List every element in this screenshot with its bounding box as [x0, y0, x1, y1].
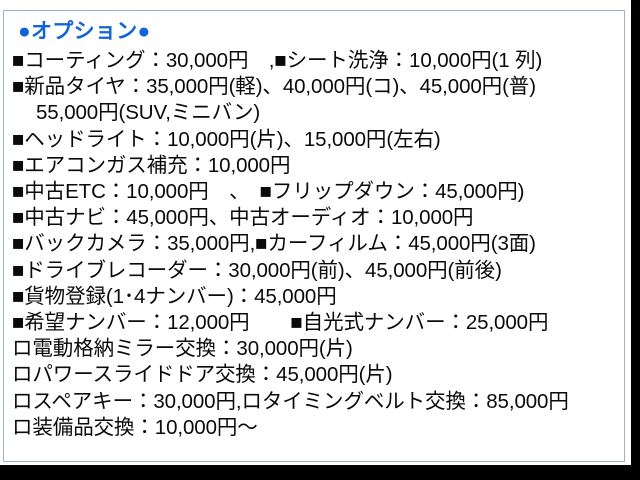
list-item: ■コーティング：30,000円 ,■シート洗浄：10,000円(1 列) — [12, 49, 543, 72]
frame-band-right — [631, 0, 640, 465]
page-title: ●オプション● — [18, 20, 151, 43]
list-item: ■エアコンガス補充：10,000円 — [12, 153, 291, 177]
document-content: ●オプション● ■コーティング：30,000円 ,■シート洗浄：10,000円(… — [4, 11, 624, 441]
list-item: ロ電動格納ミラー交換：30,000円(片) — [12, 337, 353, 361]
list-item: ■ドライブレコーダー：30,000円(前)、45,000円(前後) — [12, 258, 502, 282]
list-item: ロパワースライドドア交換：45,000円(片) — [12, 363, 393, 387]
document-panel: ●オプション● ■コーティング：30,000円 ,■シート洗浄：10,000円(… — [3, 10, 625, 462]
list-item: ■バックカメラ：35,000円,■カーフィルム：45,000円(3面) — [12, 232, 536, 256]
list-item: ■新品タイヤ：35,000円(軽)、40,000円(コ)、45,000円(普) — [12, 75, 536, 99]
frame-band-bottom — [0, 465, 640, 480]
list-item: ■希望ナンバー：12,000円 ■自光式ナンバー：25,000円 — [12, 311, 549, 335]
option-list: ■コーティング：30,000円 ,■シート洗浄：10,000円(1 列) ■新品… — [12, 48, 624, 441]
list-item: ■中古ナビ：45,000円、中古オーディオ：10,000円 — [12, 206, 474, 230]
list-item: ■貨物登録(1･4ナンバー)：45,000円 — [12, 284, 337, 308]
list-item: ■ヘッドライト：10,000円(片)、15,000円(左右) — [12, 127, 441, 151]
list-item: ■中古ETC：10,000円 、 ■フリップダウン：45,000円) — [12, 180, 525, 204]
list-item: ロスペアキー：30,000円,ロタイミングベルト交換：85,000円 — [12, 389, 569, 413]
list-item: ロ装備品交換：10,000円～ — [12, 415, 258, 439]
list-item: 55,000円(SUV,ミニバン) — [36, 101, 261, 125]
